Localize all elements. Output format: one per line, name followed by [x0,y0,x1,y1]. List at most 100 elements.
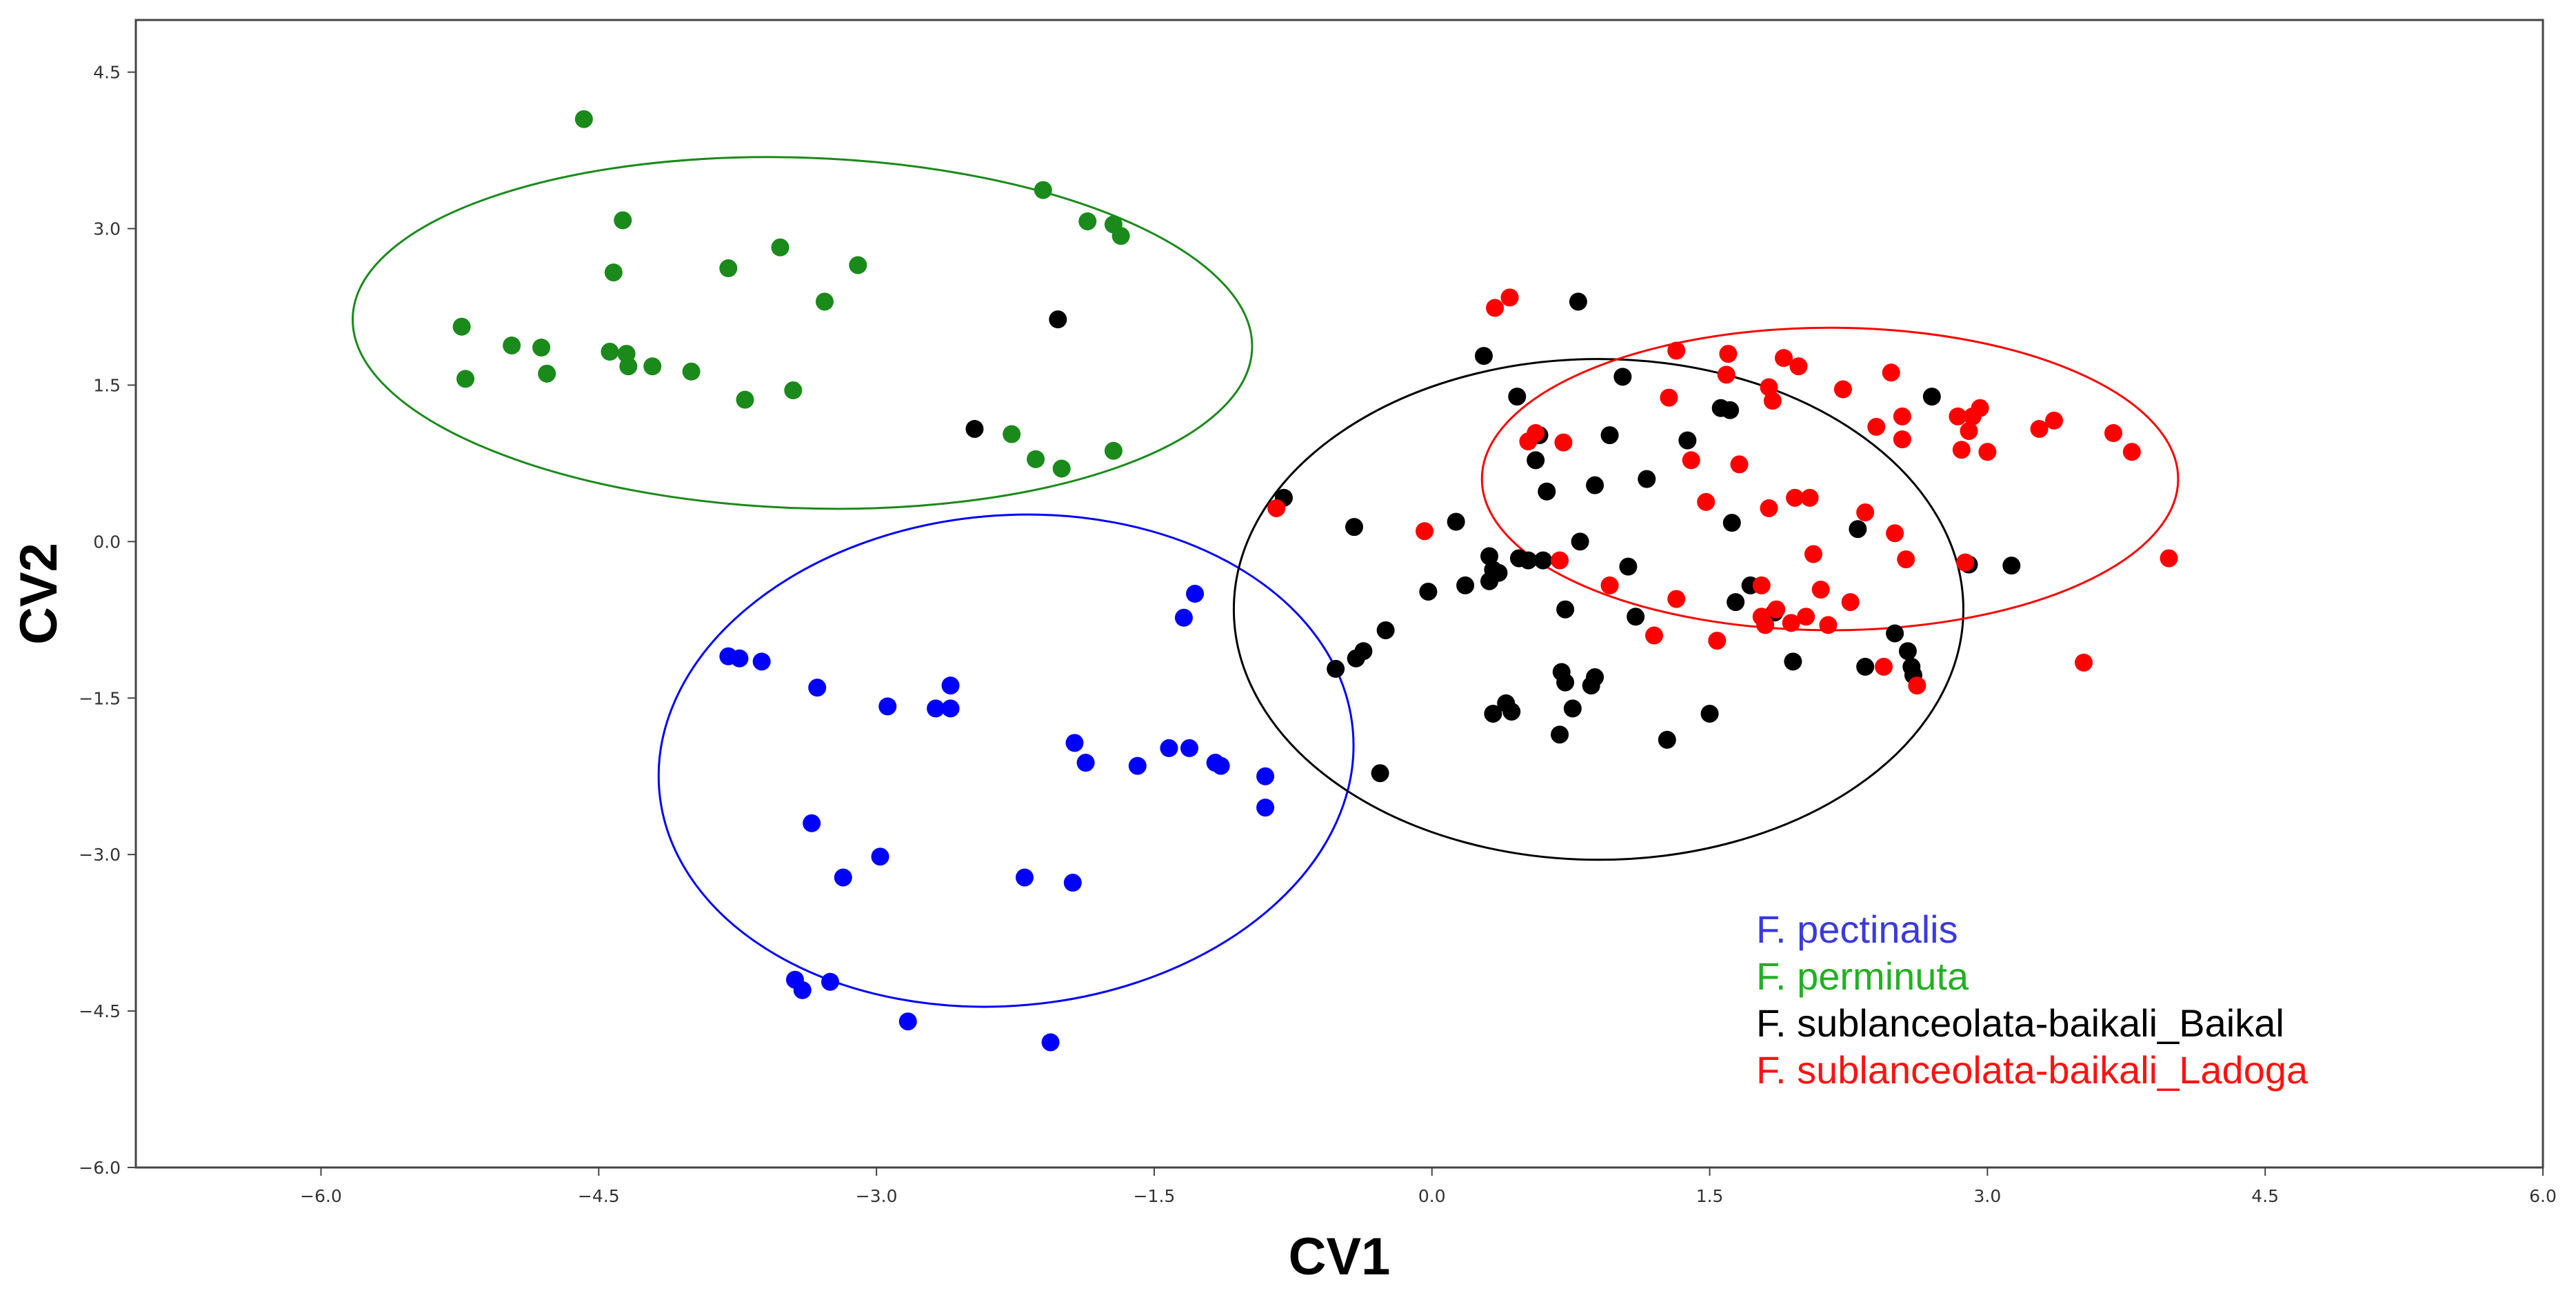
scatter-point [1267,499,1286,517]
scatter-point [503,336,521,354]
scatter-point [1627,608,1645,626]
scatter-point [1867,417,1886,436]
scatter-point [1354,642,1373,661]
confidence-ellipse [657,513,1355,1008]
scatter-point [1489,563,1508,582]
scatter-point [1971,399,1989,417]
scatter-point [1376,621,1395,639]
scatter-point [784,381,803,400]
scatter-point [752,652,771,671]
scatter-point [1049,310,1067,329]
y-tick-label: 3.0 [93,219,121,239]
scatter-point [1658,730,1676,749]
scatter-point [1717,365,1735,384]
scatter-point [1538,482,1556,501]
scatter-point [1978,443,1997,461]
confidence-ellipse [1232,358,1964,861]
scatter-point [815,292,834,311]
scatter-point [1782,614,1800,632]
x-tick-label: −1.5 [1134,1186,1176,1206]
scatter-point [2002,557,2021,575]
scatter-point [1760,378,1778,397]
scatter-point [1186,585,1205,603]
plot-frame [134,19,2544,1169]
scatter-point [2104,424,2122,443]
scatter-point [1708,632,1727,650]
legend-entry: F. perminuta [1756,954,1969,998]
scatter-point [1719,345,1738,363]
x-tick-label: −6.0 [300,1186,342,1206]
scatter-point [1256,767,1275,785]
scatter-point [1898,642,1917,661]
scatter-point [1586,668,1604,687]
scatter-point [456,370,474,388]
scatter-point [1908,676,1926,695]
scatter-point [1563,699,1582,718]
x-tick-label: 0.0 [1418,1186,1446,1206]
scatter-point [1886,524,1904,543]
scatter-point [803,814,821,832]
legend-entry: F. sublanceolata-baikali_Baikal [1756,1001,2284,1045]
scatter-point [614,211,632,230]
scatter-point [871,848,889,866]
x-tick-label: 1.5 [1696,1186,1724,1206]
scatter-point [1063,874,1082,892]
scatter-point [1160,739,1178,757]
scatter-point [538,364,556,383]
scatter-point [2075,653,2093,672]
scatter-point [1500,288,1519,307]
scatter-point [1660,388,1678,407]
scatter-point [1956,553,1975,572]
scatter-point [730,649,749,668]
scatter-point [1111,227,1130,245]
scatter-point [1841,593,1860,612]
scatter-point [2160,549,2178,568]
y-tick-label: 0.0 [93,532,121,552]
scatter-point [1052,459,1071,478]
scatter-point [898,1012,917,1031]
scatter-point [1811,580,1830,599]
y-tick-label: −1.5 [79,688,121,708]
scatter-point [1600,426,1619,445]
scatter-point [771,238,789,257]
scatter-point [1833,380,1852,399]
scatter-point [1875,657,1893,676]
scatter-point [1678,431,1697,450]
x-tick-label: −3.0 [856,1186,898,1206]
scatter-point [941,676,960,695]
scatter-point [1174,608,1193,627]
scatter-point [1480,547,1499,565]
scatter-point [574,110,593,128]
scatter-point [2030,419,2049,438]
scatter-point [532,338,551,357]
scatter-point [1789,357,1808,376]
scatter-point [1327,659,1345,678]
scatter-point [1667,590,1686,608]
scatter-point [1508,388,1527,406]
scatter-point [1571,532,1589,551]
y-tick-label: 1.5 [93,375,121,395]
scatter-point [1897,550,1915,569]
scatter-point [1760,499,1778,517]
scatter-point [965,419,984,438]
scatter-point [1456,576,1475,594]
y-tick-label: −6.0 [79,1158,121,1178]
scatter-point [1700,704,1719,723]
scatter-point [821,972,840,991]
scatter-point [1786,488,1804,507]
scatter-point [1882,363,1900,382]
scatter-point [1447,512,1465,531]
scatter-point [736,390,754,409]
scatter-point [1849,520,1867,539]
x-tick-label: 3.0 [1974,1186,2002,1206]
scatter-point [1551,725,1569,744]
scatter-point [1893,430,1911,449]
x-axis-ticks: −6.0 −4.5 −3.0 −1.5 0.0 1.5 3.0 4.5 6.0 [300,1167,2557,1206]
legend-entry: F. sublanceolata-baikali_Ladoga [1756,1048,2308,1092]
scatter-point [1556,600,1575,619]
scatter-point [682,362,701,381]
scatter-point [601,343,619,361]
scatter-point [1697,492,1715,511]
